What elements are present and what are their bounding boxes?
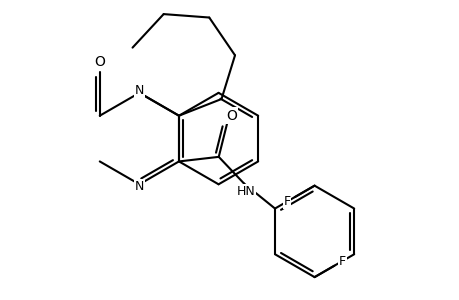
Text: O: O bbox=[226, 109, 236, 123]
Text: O: O bbox=[94, 55, 105, 69]
Text: F: F bbox=[338, 255, 345, 268]
Text: N: N bbox=[134, 84, 144, 97]
Text: F: F bbox=[283, 195, 290, 208]
Text: N: N bbox=[134, 180, 144, 193]
Text: HN: HN bbox=[236, 185, 255, 198]
